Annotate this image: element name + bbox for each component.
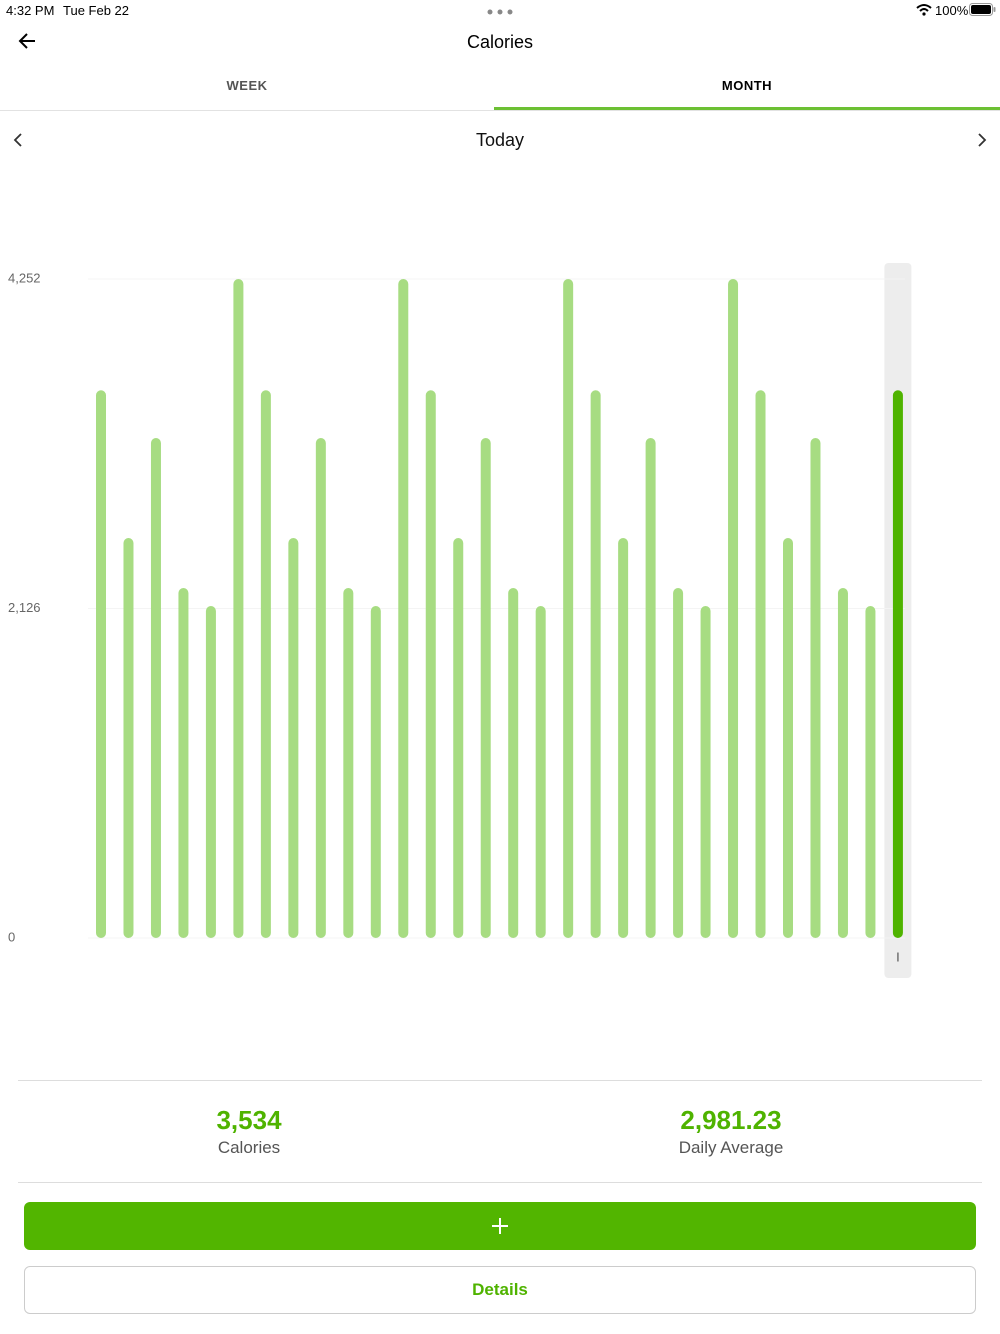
chart: 0 2,126 4,252 I xyxy=(8,263,912,978)
bar xyxy=(728,279,739,938)
bar xyxy=(453,537,464,938)
bar xyxy=(398,279,409,938)
bar xyxy=(288,537,299,938)
bar xyxy=(892,390,903,938)
bar xyxy=(370,606,381,938)
tab-indicator xyxy=(494,107,1000,110)
prev-button[interactable] xyxy=(10,131,26,149)
details-button[interactable]: Details xyxy=(24,1266,976,1314)
bar xyxy=(563,279,574,938)
bar xyxy=(315,438,326,938)
y-tick-label: 4,252 xyxy=(8,270,41,285)
divider xyxy=(18,1182,982,1183)
divider xyxy=(18,1080,982,1081)
page-title: Calories xyxy=(466,32,534,52)
bar xyxy=(205,606,216,938)
stat-value: 3,534 xyxy=(216,1105,282,1135)
y-tick-label: 0 xyxy=(8,929,15,944)
tab-divider xyxy=(0,110,1000,111)
bar xyxy=(343,588,354,938)
battery-icon xyxy=(969,3,996,16)
status-date: Tue Feb 22 xyxy=(63,3,130,18)
bar xyxy=(425,390,436,938)
bar xyxy=(233,279,244,938)
bar xyxy=(480,438,491,938)
bar xyxy=(645,438,656,938)
y-tick-label: 2,126 xyxy=(8,600,41,615)
bar xyxy=(150,438,161,938)
bar xyxy=(755,390,766,938)
battery-level: 100% xyxy=(935,3,969,18)
stat-label: Daily Average xyxy=(678,1138,784,1157)
plus-icon xyxy=(492,1218,508,1234)
bar xyxy=(590,390,601,938)
next-button[interactable] xyxy=(974,131,990,149)
bar xyxy=(260,390,271,938)
add-button[interactable] xyxy=(24,1202,976,1250)
tab-month[interactable]: MONTH xyxy=(721,78,773,93)
bar xyxy=(178,588,189,938)
wifi-icon xyxy=(916,4,932,16)
stat-label: Calories xyxy=(217,1138,281,1157)
x-tick-label: I xyxy=(896,949,900,964)
stat-value: 2,981.23 xyxy=(680,1105,782,1135)
bar xyxy=(810,438,821,938)
bar xyxy=(96,390,106,938)
back-button[interactable] xyxy=(16,30,38,52)
bar xyxy=(535,606,546,938)
bar xyxy=(508,588,519,938)
bar xyxy=(700,606,711,938)
tab-week[interactable]: WEEK xyxy=(226,78,268,93)
bar xyxy=(673,588,684,938)
bar xyxy=(837,588,848,938)
status-time: 4:32 PM xyxy=(6,3,55,18)
bar xyxy=(865,606,876,938)
bar xyxy=(123,537,134,938)
bar xyxy=(783,537,793,938)
bar xyxy=(618,537,629,938)
multitask-dots[interactable] xyxy=(486,8,514,16)
period-label: Today xyxy=(475,130,525,150)
